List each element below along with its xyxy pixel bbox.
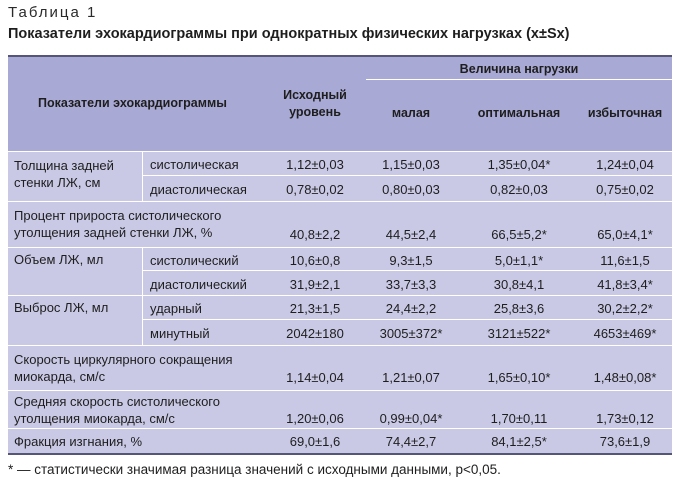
cell-baseline: 2042±180 <box>286 326 344 341</box>
cell-optimal: 5,0±1,1* <box>494 253 544 268</box>
header-optimal: оптимальная <box>477 106 561 120</box>
cell-baseline: 0,78±0,02 <box>286 182 344 197</box>
cell-small: 1,21±0,07 <box>382 370 440 385</box>
row-rule <box>142 175 672 176</box>
row-rule <box>8 151 672 152</box>
cell-baseline: 1,20±0,06 <box>286 411 344 426</box>
cell-optimal: 66,5±5,2* <box>491 227 547 242</box>
data-table: Показатели эхокардиограммы Исходный уров… <box>8 55 672 455</box>
table-title: Показатели эхокардиограммы при однократн… <box>8 26 570 42</box>
row-group-label: Фракция изгнания, % <box>14 434 143 449</box>
row-sub-label: минутный <box>150 326 210 341</box>
row-rule <box>142 319 672 320</box>
cell-baseline: 10,6±0,8 <box>289 253 341 268</box>
row-sub-label: диастолическая <box>150 182 247 197</box>
row-group-label: Выброс ЛЖ, мл <box>14 300 109 315</box>
cell-baseline: 69,0±1,6 <box>289 434 341 449</box>
header-baseline: Исходный уровень <box>283 88 347 119</box>
cell-excessive: 4653±469* <box>593 326 657 341</box>
cell-optimal: 25,8±3,6 <box>493 301 545 316</box>
cell-excessive: 0,75±0,02 <box>596 182 654 197</box>
cell-small: 9,3±1,5 <box>389 253 433 268</box>
cell-optimal: 30,8±4,1 <box>493 277 545 292</box>
cell-excessive: 65,0±4,1* <box>597 227 653 242</box>
cell-baseline: 40,8±2,2 <box>289 227 341 242</box>
cell-small: 24,4±2,2 <box>385 301 437 316</box>
cell-excessive: 1,48±0,08* <box>593 370 657 385</box>
cell-excessive: 41,8±3,4* <box>597 277 653 292</box>
cell-excessive: 30,2±2,2* <box>597 301 653 316</box>
cell-excessive: 1,24±0,04 <box>596 157 654 172</box>
row-sub-label: систолический <box>150 253 239 268</box>
row-rule <box>8 345 672 346</box>
cell-baseline: 31,9±2,1 <box>289 277 341 292</box>
cell-baseline: 1,14±0,04 <box>286 370 344 385</box>
cell-small: 44,5±2,4 <box>385 227 437 242</box>
row-group-label: Объем ЛЖ, мл <box>14 252 104 267</box>
row-sub-label: систолическая <box>150 157 239 172</box>
row-rule <box>8 390 672 391</box>
cell-excessive: 73,6±1,9 <box>599 434 651 449</box>
row-group-label: Скорость циркулярного сокращения миокард… <box>14 352 233 384</box>
cell-small: 0,99±0,04* <box>379 411 443 426</box>
row-rule <box>8 428 672 429</box>
cell-excessive: 1,73±0,12 <box>596 411 654 426</box>
row-rule <box>8 247 672 248</box>
header-load-divider <box>366 79 672 80</box>
row-sub-label: ударный <box>150 301 202 316</box>
cell-optimal: 1,65±0,10* <box>487 370 551 385</box>
row-rule <box>142 270 672 271</box>
table-label: Таблица 1 <box>8 4 98 21</box>
cell-small: 1,15±0,03 <box>382 157 440 172</box>
cell-small: 33,7±3,3 <box>385 277 437 292</box>
cell-optimal: 0,82±0,03 <box>490 182 548 197</box>
row-sub-label: диастолический <box>150 277 247 292</box>
row-rule <box>8 201 672 202</box>
cell-optimal: 3121±522* <box>487 326 551 341</box>
cell-optimal: 84,1±2,5* <box>491 434 547 449</box>
row-group-label: Средняя скорость систолического утолщени… <box>14 394 220 426</box>
cell-small: 74,4±2,7 <box>385 434 437 449</box>
row-rule <box>8 295 672 296</box>
cell-small: 3005±372* <box>379 326 443 341</box>
row-group-label: Толщина задней стенки ЛЖ, см <box>14 158 114 190</box>
header-excessive: избыточная <box>587 106 663 120</box>
column-rule <box>142 151 143 201</box>
column-rule <box>142 247 143 345</box>
table-header <box>8 55 672 151</box>
header-load: Величина нагрузки <box>459 62 579 76</box>
cell-baseline: 21,3±1,5 <box>289 301 341 316</box>
footnote: * — статистически значимая разница значе… <box>8 462 501 477</box>
table-top-border <box>8 55 672 57</box>
cell-optimal: 1,70±0,11 <box>490 411 548 426</box>
cell-excessive: 11,6±1,5 <box>600 253 650 268</box>
header-indicators: Показатели эхокардиограммы <box>38 96 227 110</box>
cell-optimal: 1,35±0,04* <box>487 157 551 172</box>
row-group-label: Процент прироста систолического утолщени… <box>14 208 222 240</box>
table-bottom-border <box>8 453 672 455</box>
cell-small: 0,80±0,03 <box>382 182 440 197</box>
header-small: малая <box>391 106 431 120</box>
cell-baseline: 1,12±0,03 <box>286 157 344 172</box>
